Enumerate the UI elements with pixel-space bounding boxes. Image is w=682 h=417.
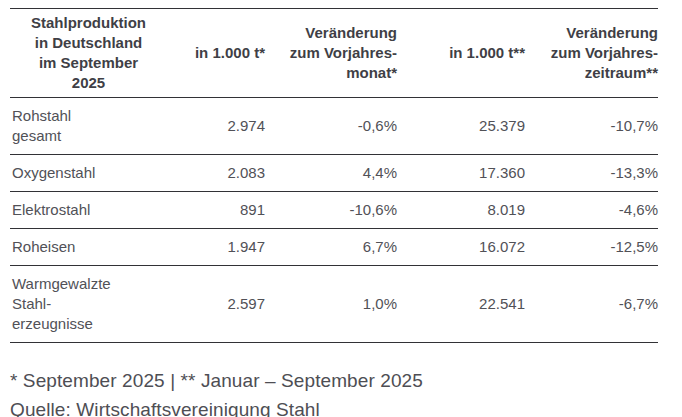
monthly-tonnes-value: 2.597 xyxy=(165,266,265,343)
table-row-elektrostahl: Elektrostahl 891 -10,6% 8.019 -4,6% xyxy=(10,192,658,229)
table-row-oxygenstahl: Oxygenstahl 2.083 4,4% 17.360 -13,3% xyxy=(10,155,658,192)
row-label: Rohstahl gesamt xyxy=(10,98,165,155)
ytd-change-value: -13,3% xyxy=(525,155,658,192)
footnote-periods: * September 2025 | ** Januar – September… xyxy=(10,366,682,395)
ytd-tonnes-value: 8.019 xyxy=(397,192,525,229)
table-row-rohstahl-gesamt: Rohstahl gesamt 2.974 -0,6% 25.379 -10,7… xyxy=(10,98,658,155)
monthly-tonnes-value: 891 xyxy=(165,192,265,229)
monthly-change-value: 4,4% xyxy=(265,155,397,192)
footnote-source: Quelle: Wirtschaftsvereinigung Stahl xyxy=(10,395,682,417)
ytd-tonnes-value: 16.072 xyxy=(397,229,525,266)
row-label: Oxygenstahl xyxy=(10,155,165,192)
ytd-tonnes-value: 17.360 xyxy=(397,155,525,192)
monthly-tonnes-value: 1.947 xyxy=(165,229,265,266)
ytd-change-value: -12,5% xyxy=(525,229,658,266)
row-label: Roheisen xyxy=(10,229,165,266)
table-row-roheisen: Roheisen 1.947 6,7% 16.072 -12,5% xyxy=(10,229,658,266)
ytd-change-value: -10,7% xyxy=(525,98,658,155)
footnotes: * September 2025 | ** Januar – September… xyxy=(10,366,682,417)
ytd-tonnes-value: 22.541 xyxy=(397,266,525,343)
column-header-ytd-tonnes: in 1.000 t** xyxy=(397,9,525,98)
column-header-ytd-change: Veränderung zum Vorjahres- zeitraum** xyxy=(525,9,658,98)
steel-production-page: Stahlproduktion in Deutschland im Septem… xyxy=(0,0,682,417)
ytd-change-value: -6,7% xyxy=(525,266,658,343)
monthly-tonnes-value: 2.083 xyxy=(165,155,265,192)
monthly-change-value: -10,6% xyxy=(265,192,397,229)
row-label: Elektrostahl xyxy=(10,192,165,229)
monthly-change-value: 1,0% xyxy=(265,266,397,343)
column-header-monthly-change: Veränderung zum Vorjahres- monat* xyxy=(265,9,397,98)
table-header-row: Stahlproduktion in Deutschland im Septem… xyxy=(10,9,658,98)
table-row-warmgewalzte-stahlerzeugnisse: Warmgewalzte Stahl- erzeugnisse 2.597 1,… xyxy=(10,266,658,343)
ytd-tonnes-value: 25.379 xyxy=(397,98,525,155)
monthly-tonnes-value: 2.974 xyxy=(165,98,265,155)
table-title: Stahlproduktion in Deutschland im Septem… xyxy=(10,9,165,98)
row-label: Warmgewalzte Stahl- erzeugnisse xyxy=(10,266,165,343)
monthly-change-value: -0,6% xyxy=(265,98,397,155)
monthly-change-value: 6,7% xyxy=(265,229,397,266)
column-header-monthly-tonnes: in 1.000 t* xyxy=(165,9,265,98)
steel-production-table: Stahlproduktion in Deutschland im Septem… xyxy=(10,8,658,343)
ytd-change-value: -4,6% xyxy=(525,192,658,229)
